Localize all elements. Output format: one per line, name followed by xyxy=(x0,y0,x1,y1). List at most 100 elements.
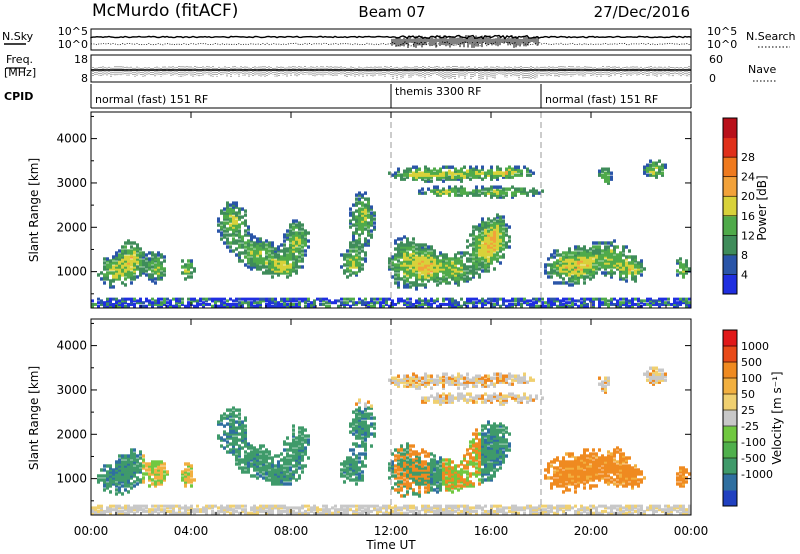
heatmap-cell xyxy=(505,171,508,175)
ground-scatter-cell xyxy=(139,299,142,303)
heatmap-cell xyxy=(409,470,412,474)
ground-scatter-cell xyxy=(292,511,295,515)
ground-scatter-cell xyxy=(118,299,121,303)
heatmap-cell xyxy=(415,492,418,496)
heatmap-cell xyxy=(265,460,268,464)
heatmap-cell xyxy=(163,255,166,259)
heatmap-cell xyxy=(346,462,349,466)
heatmap-cell xyxy=(640,261,643,265)
heatmap-cell xyxy=(634,255,637,259)
heatmap-cell xyxy=(427,478,430,482)
heatmap-cell xyxy=(271,269,274,273)
heatmap-cell xyxy=(106,478,109,482)
heatmap-cell xyxy=(493,175,496,179)
ground-scatter-cell xyxy=(304,299,307,303)
heatmap-cell xyxy=(403,245,406,249)
heatmap-cell xyxy=(166,472,169,476)
heatmap-cell xyxy=(238,446,241,450)
heatmap-cell xyxy=(571,263,574,267)
ground-scatter-cell xyxy=(160,509,163,513)
heatmap-cell xyxy=(256,241,259,245)
ground-scatter-cell xyxy=(331,301,334,305)
heatmap-cell xyxy=(571,269,574,273)
heatmap-cell xyxy=(250,474,253,478)
heatmap-cell xyxy=(292,237,295,241)
heatmap-cell xyxy=(616,265,619,269)
ground-scatter-cell xyxy=(502,297,505,301)
heatmap-cell xyxy=(358,241,361,245)
heatmap-cell xyxy=(283,239,286,243)
heatmap-cell xyxy=(247,259,250,263)
heatmap-cell xyxy=(490,249,493,253)
heatmap-cell xyxy=(124,283,127,287)
ground-scatter-cell xyxy=(418,511,421,515)
ground-scatter-cell xyxy=(115,301,118,305)
heatmap-cell xyxy=(493,191,496,195)
heatmap-cell xyxy=(523,165,526,169)
heatmap-cell xyxy=(421,171,424,175)
heatmap-cell xyxy=(409,285,412,289)
heatmap-cell xyxy=(619,261,622,265)
heatmap-cell xyxy=(412,444,415,448)
ground-scatter-cell xyxy=(685,304,688,308)
heatmap-cell xyxy=(295,436,298,440)
heatmap-cell xyxy=(526,191,529,195)
heatmap-cell xyxy=(415,470,418,474)
heatmap-cell xyxy=(298,446,301,450)
ground-scatter-cell xyxy=(196,509,199,513)
ground-scatter-cell xyxy=(133,506,136,510)
heatmap-cell xyxy=(631,275,634,279)
heatmap-cell xyxy=(133,474,136,478)
heatmap-cell xyxy=(367,233,370,237)
heatmap-cell xyxy=(406,464,409,468)
heatmap-cell xyxy=(412,450,415,454)
noise-left-tick-top: 10^5 xyxy=(58,25,88,38)
heatmap-cell xyxy=(610,249,613,253)
heatmap-cell xyxy=(553,271,556,275)
ground-scatter-cell xyxy=(376,297,379,301)
heatmap-cell xyxy=(223,207,226,211)
heatmap-cell xyxy=(394,448,397,452)
heatmap-cell xyxy=(289,263,292,267)
ground-scatter-cell xyxy=(358,301,361,305)
heatmap-cell xyxy=(571,283,574,287)
ground-scatter-cell xyxy=(424,297,427,301)
heatmap-cell xyxy=(397,237,400,241)
heatmap-cell xyxy=(577,251,580,255)
heatmap-cell xyxy=(406,490,409,494)
heatmap-cell xyxy=(424,179,427,183)
heatmap-cell xyxy=(133,251,136,255)
heatmap-cell xyxy=(421,474,424,478)
heatmap-cell xyxy=(139,267,142,271)
heatmap-cell xyxy=(115,482,118,486)
heatmap-cell xyxy=(136,454,139,458)
ground-scatter-cell xyxy=(106,506,109,510)
heatmap-cell xyxy=(115,253,118,257)
heatmap-cell xyxy=(106,275,109,279)
heatmap-cell xyxy=(148,484,151,488)
heatmap-cell xyxy=(409,448,412,452)
heatmap-cell xyxy=(298,255,301,259)
heatmap-cell xyxy=(493,223,496,227)
heatmap-cell xyxy=(289,466,292,470)
heatmap-cell xyxy=(412,374,415,378)
heatmap-cell xyxy=(475,271,478,275)
heatmap-cell xyxy=(292,454,295,458)
heatmap-cell xyxy=(442,265,445,269)
heatmap-cell xyxy=(490,259,493,263)
ground-scatter-cell xyxy=(280,509,283,513)
heatmap-cell xyxy=(448,281,451,285)
heatmap-cell xyxy=(295,261,298,265)
ground-scatter-cell xyxy=(127,297,130,301)
heatmap-cell xyxy=(274,472,277,476)
ground-scatter-cell xyxy=(346,511,349,515)
ground-scatter-cell xyxy=(316,509,319,513)
colorbar-tick-label: 12 xyxy=(741,229,755,242)
ground-scatter-cell xyxy=(187,511,190,515)
heatmap-cell xyxy=(127,464,130,468)
heatmap-cell xyxy=(229,418,232,422)
heatmap-cell xyxy=(601,241,604,245)
heatmap-cell xyxy=(307,231,310,235)
ground-scatter-cell xyxy=(220,508,223,512)
heatmap-cell xyxy=(223,221,226,225)
